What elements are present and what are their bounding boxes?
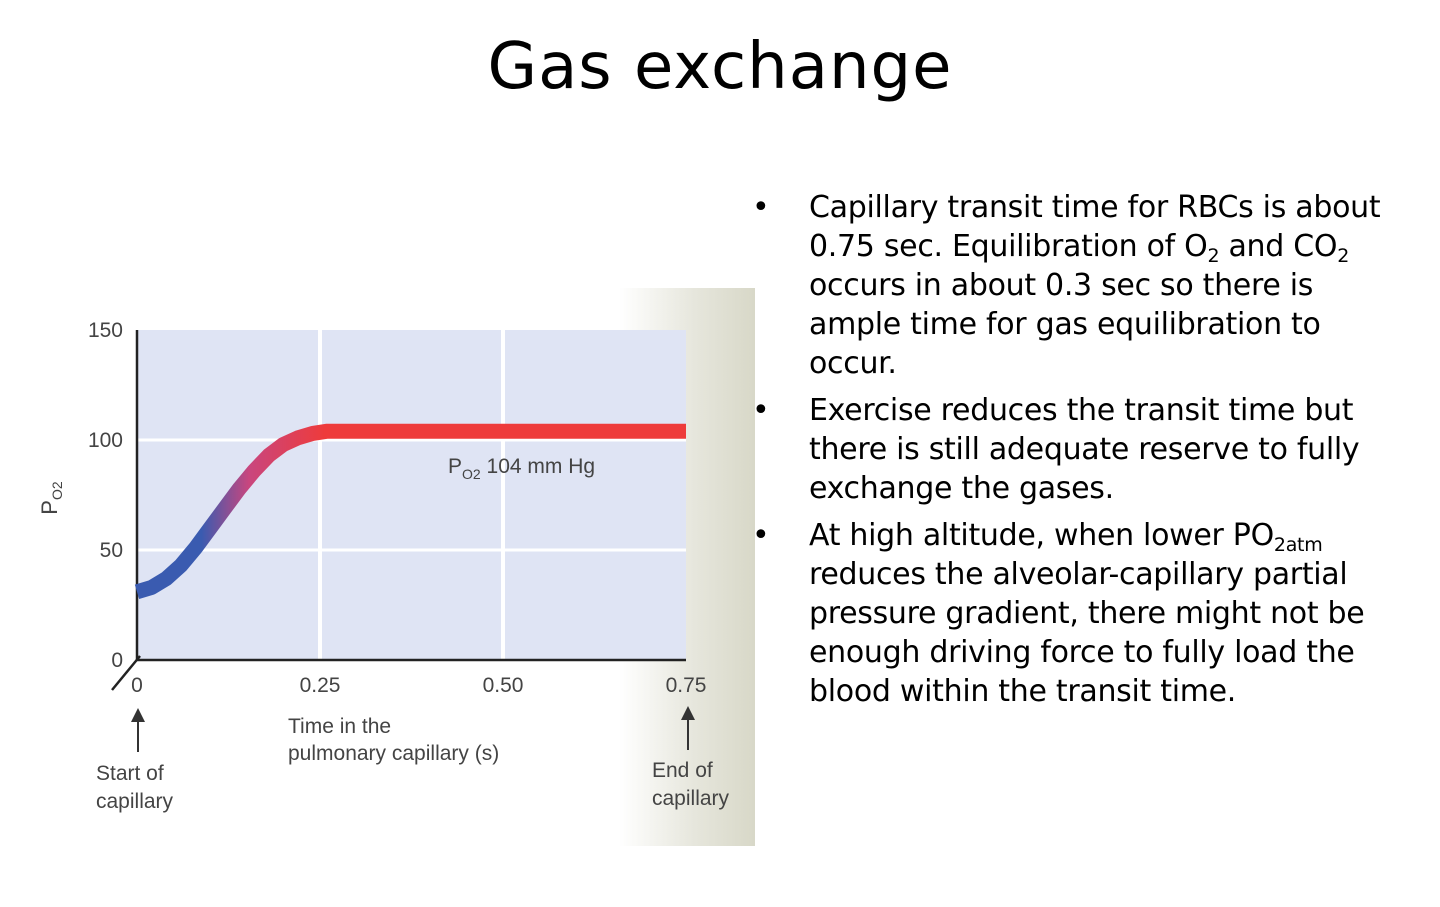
start-arrow bbox=[131, 708, 145, 752]
curve-annotation: PO2 104 mm Hg bbox=[448, 455, 595, 482]
po2-curve bbox=[134, 423, 686, 599]
bullet-transit-time: • Capillary transit time for RBCs is abou… bbox=[752, 190, 1381, 381]
y-tick-label: 150 bbox=[88, 319, 123, 342]
x-tick-labels: 0 0.25 0.50 0.75 bbox=[131, 674, 706, 697]
bullet-exercise: • Exercise reduces the transit time but t… bbox=[752, 393, 1360, 506]
bullet-list: • Capillary transit time for RBCs is abou… bbox=[752, 188, 1412, 719]
plot-area bbox=[137, 330, 686, 660]
end-label-line2: capillary bbox=[652, 787, 730, 810]
y-tick-label: 50 bbox=[100, 539, 123, 562]
axis-break-mark bbox=[111, 655, 141, 691]
po2-chart: 150 100 50 0 0 0.25 0.50 0.75 PO2 PO2 104 mm H… bbox=[37, 319, 730, 813]
x-tick-label: 0.25 bbox=[300, 674, 341, 697]
bullet-high-altitude: • At high altitude, when lower PO2atm red… bbox=[752, 518, 1365, 709]
x-tick-label: 0.75 bbox=[666, 674, 707, 697]
y-axis-label: PO2 bbox=[37, 481, 65, 515]
slide-title: Gas exchange bbox=[487, 30, 953, 104]
bullet-dot: • bbox=[752, 518, 770, 553]
grid-lines bbox=[137, 330, 686, 660]
y-tick-label: 0 bbox=[111, 649, 123, 672]
y-tick-labels: 150 100 50 0 bbox=[88, 319, 123, 672]
x-axis-label-line1: Time in the bbox=[288, 715, 391, 738]
x-tick-label: 0 bbox=[131, 674, 143, 697]
bullet-dot: • bbox=[752, 393, 770, 428]
bullet-dot: • bbox=[752, 190, 770, 225]
x-tick-label: 0.50 bbox=[483, 674, 524, 697]
y-tick-label: 100 bbox=[88, 429, 123, 452]
start-label-line2: capillary bbox=[96, 790, 174, 813]
x-axis-label-line2: pulmonary capillary (s) bbox=[288, 742, 499, 765]
start-label-line1: Start of bbox=[96, 762, 164, 785]
end-arrow bbox=[681, 706, 695, 750]
end-label-line1: End of bbox=[652, 759, 713, 782]
